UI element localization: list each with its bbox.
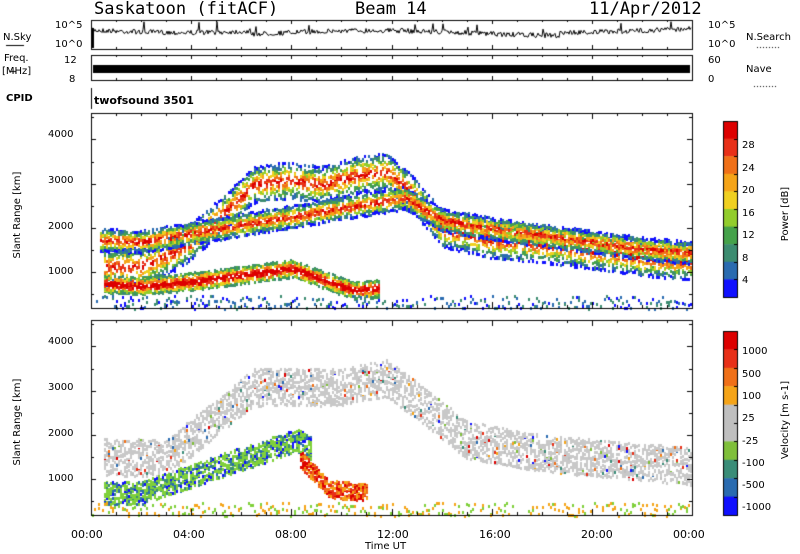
xtick-0000-end: 00:00 — [673, 528, 705, 541]
power-cb-28: 28 — [742, 140, 755, 151]
power-cb-label: Power [dB] — [780, 186, 791, 242]
freq-tick-bottom: 8 — [69, 74, 76, 85]
freq-tick-top: 12 — [64, 55, 77, 66]
vel-cb-m500: -500 — [742, 480, 765, 491]
velocity-ytick-2000: 2000 — [48, 428, 74, 439]
xtick-1200: 12:00 — [377, 528, 409, 541]
xtick-0000: 00:00 — [71, 528, 103, 541]
power-ytick-4000: 4000 — [48, 129, 74, 140]
velocity-ylabel: Slant Range [km] — [12, 378, 23, 466]
nave-tick-bottom: 0 — [708, 74, 715, 85]
xtick-0800: 08:00 — [275, 528, 307, 541]
date-title: 11/Apr/2012 — [589, 0, 702, 19]
nsearch-tick-top: 10^5 — [708, 20, 736, 31]
power-ytick-2000: 2000 — [48, 221, 74, 232]
nave-label: Nave — [746, 64, 772, 75]
cpid-label: CPID — [6, 93, 33, 104]
power-cb-12: 12 — [742, 230, 755, 241]
vel-cb-m100: -100 — [742, 458, 765, 469]
nsky-tick-bottom: 10^0 — [55, 39, 83, 50]
nave-tick-top: 60 — [708, 55, 721, 66]
freq-label: Freq. — [4, 53, 29, 64]
power-cb-16: 16 — [742, 208, 755, 219]
velocity-ytick-4000: 4000 — [48, 336, 74, 347]
velocity-ytick-1000: 1000 — [48, 473, 74, 484]
vel-cb-m1000: -1000 — [742, 502, 772, 513]
vel-cb-m25: -25 — [742, 436, 759, 447]
freq-unit-label: [MHz] — [2, 66, 32, 77]
cpid-value: twofsound 3501 — [94, 94, 194, 107]
xtick-1600: 16:00 — [479, 528, 511, 541]
velocity-ytick-3000: 3000 — [48, 382, 74, 393]
power-cb-4: 4 — [742, 275, 749, 286]
power-cb-20: 20 — [742, 185, 755, 196]
vel-cb-100: 100 — [742, 391, 762, 402]
xlabel: Time UT — [365, 541, 407, 552]
power-ytick-1000: 1000 — [48, 266, 74, 277]
xtick-2000: 20:00 — [581, 528, 613, 541]
nsky-tick-top: 10^5 — [55, 20, 83, 31]
power-ylabel: Slant Range [km] — [12, 171, 23, 259]
velocity-cb-label: Velocity [m s-1] — [780, 380, 791, 460]
station-title: Saskatoon (fitACF) — [94, 0, 279, 19]
nsearch-tick-bottom: 10^0 — [708, 39, 736, 50]
power-cb-24: 24 — [742, 163, 755, 174]
nsky-label: N.Sky — [3, 32, 32, 43]
vel-cb-1000: 1000 — [742, 346, 768, 357]
vel-cb-25: 25 — [742, 413, 755, 424]
nsearch-label: N.Search — [746, 32, 792, 43]
power-ytick-3000: 3000 — [48, 175, 74, 186]
xtick-0400: 04:00 — [173, 528, 205, 541]
vel-cb-500: 500 — [742, 369, 762, 380]
beam-title: Beam 14 — [355, 0, 427, 19]
power-cb-8: 8 — [742, 253, 749, 264]
